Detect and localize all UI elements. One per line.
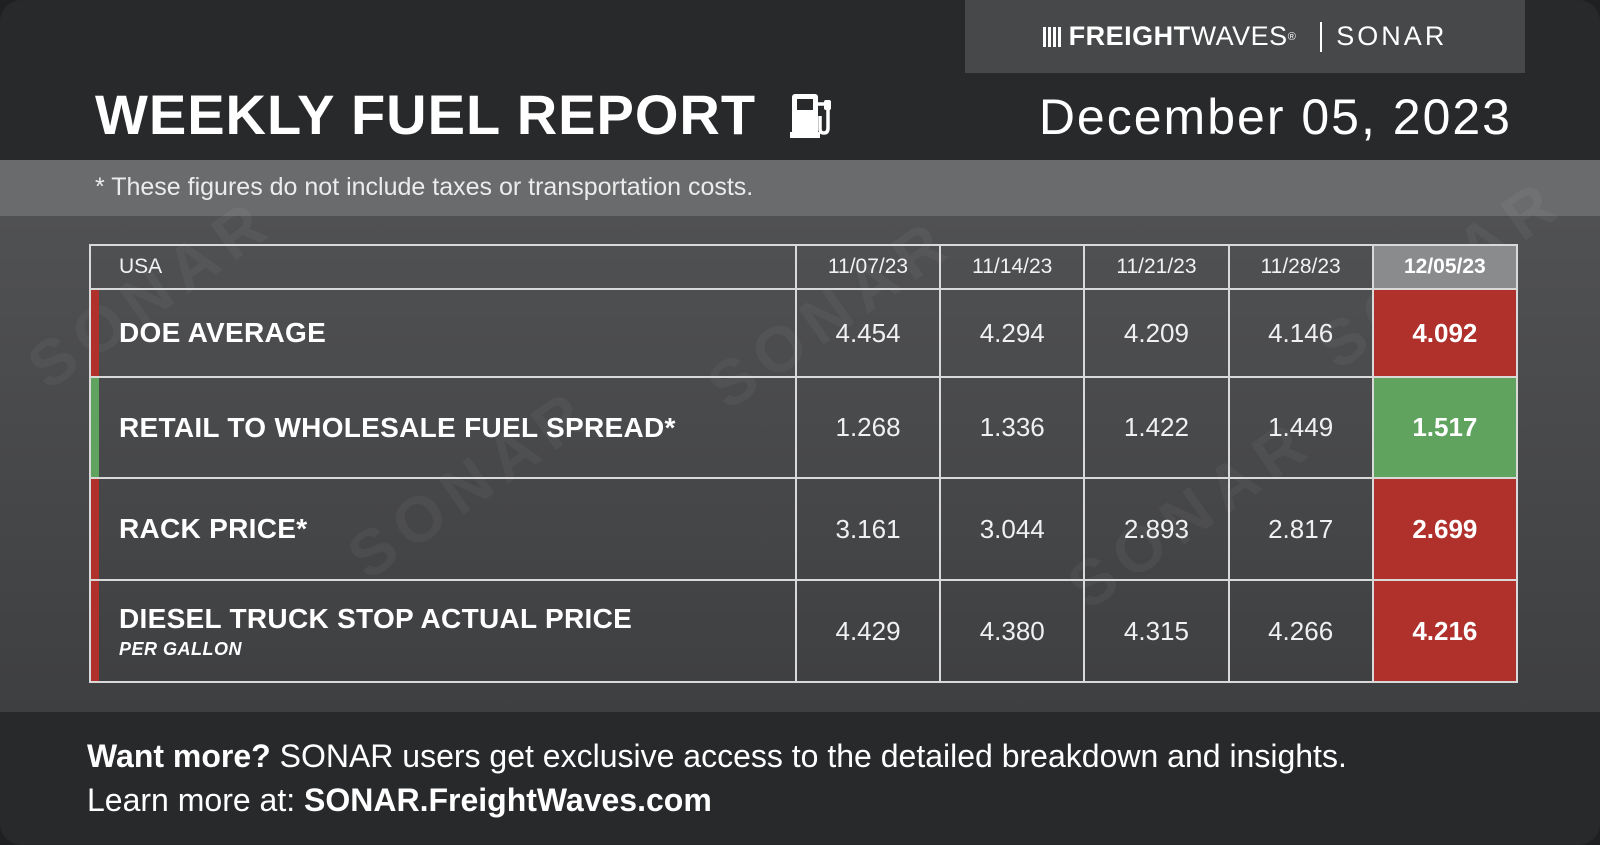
row-label: DOE AVERAGE [89, 288, 797, 378]
status-bar [91, 581, 99, 681]
column-header: 11/07/23 [794, 244, 942, 290]
table-cell: 2.817 [1227, 477, 1374, 581]
report-date: December 05, 2023 [1038, 89, 1512, 145]
table-cell: 1.268 [794, 376, 942, 479]
disclaimer-note: * These figures do not include taxes or … [95, 173, 754, 201]
brand-freight: FREIGHT [1068, 21, 1191, 51]
status-bar [91, 290, 99, 376]
table-cell: 1.336 [939, 376, 1086, 479]
column-header: 11/21/23 [1083, 244, 1230, 290]
table-cell: 4.146 [1227, 288, 1374, 378]
region-label: USA [89, 244, 797, 290]
status-bar [91, 479, 99, 579]
table-cell: 3.044 [939, 477, 1086, 581]
footer-line-1: Want more? SONAR users get exclusive acc… [87, 738, 1347, 775]
footer-band [0, 712, 1600, 845]
table-row: DOE AVERAGE 4.454 4.294 4.209 4.146 4.09… [89, 288, 1519, 378]
latest-cell: 4.092 [1371, 288, 1519, 378]
table-cell: 4.294 [939, 288, 1086, 378]
row-label: RETAIL TO WHOLESALE FUEL SPREAD* [89, 376, 797, 479]
column-header-latest: 12/05/23 [1371, 244, 1519, 290]
row-label-text: DOE AVERAGE [119, 317, 327, 348]
brand-waves: WAVES [1190, 21, 1288, 51]
table-cell: 4.429 [794, 579, 942, 683]
footer-promo-text: SONAR users get exclusive access to the … [279, 738, 1347, 774]
footer-line-2: Learn more at: SONAR.FreightWaves.com [87, 782, 712, 819]
page-title: WEEKLY FUEL REPORT [95, 82, 834, 147]
page-title-text: WEEKLY FUEL REPORT [95, 83, 757, 146]
fuel-pump-icon [790, 93, 832, 138]
table-row: RETAIL TO WHOLESALE FUEL SPREAD* 1.268 1… [89, 376, 1519, 479]
table-cell: 2.893 [1083, 477, 1230, 581]
footer-learn-more: Learn more at: [87, 782, 296, 818]
footer-want-more: Want more? [87, 738, 271, 774]
table-cell: 4.454 [794, 288, 942, 378]
latest-cell: 4.216 [1371, 579, 1519, 683]
table-cell: 1.449 [1227, 376, 1374, 479]
brand-mark-icon [1042, 26, 1061, 47]
row-label-text: RACK PRICE* [119, 513, 308, 544]
brand-separator [1320, 21, 1323, 52]
latest-cell: 1.517 [1371, 376, 1519, 479]
table-cell: 3.161 [794, 477, 942, 581]
row-label: RACK PRICE* [89, 477, 797, 581]
note-band [0, 160, 1600, 216]
row-sublabel: PER GALLON [119, 638, 243, 659]
table-cell: 4.209 [1083, 288, 1230, 378]
column-header: 11/14/23 [939, 244, 1086, 290]
fuel-price-table: USA 11/07/23 11/14/23 11/21/23 11/28/23 … [89, 244, 1519, 683]
row-label-text: RETAIL TO WHOLESALE FUEL SPREAD* [119, 411, 676, 443]
table-cell: 4.266 [1227, 579, 1374, 683]
table-cell: 4.315 [1083, 579, 1230, 683]
row-label-text: DIESEL TRUCK STOP ACTUAL PRICE [119, 602, 633, 634]
table-header-row: USA 11/07/23 11/14/23 11/21/23 11/28/23 … [89, 244, 1519, 290]
sonar-link[interactable]: SONAR.FreightWaves.com [304, 782, 712, 818]
brand-sonar: SONAR [1336, 21, 1448, 51]
latest-cell: 2.699 [1371, 477, 1519, 581]
table-row: DIESEL TRUCK STOP ACTUAL PRICE PER GALLO… [89, 579, 1519, 683]
column-header: 11/28/23 [1227, 244, 1374, 290]
status-bar [91, 378, 99, 477]
table-cell: 4.380 [939, 579, 1086, 683]
row-label: DIESEL TRUCK STOP ACTUAL PRICE PER GALLO… [89, 579, 797, 683]
brand-registered: ® [1287, 30, 1297, 43]
table-cell: 1.422 [1083, 376, 1230, 479]
brand-logo: FREIGHT WAVES ® SONAR [965, 0, 1525, 73]
table-row: RACK PRICE* 3.161 3.044 2.893 2.817 2.69… [89, 477, 1519, 581]
